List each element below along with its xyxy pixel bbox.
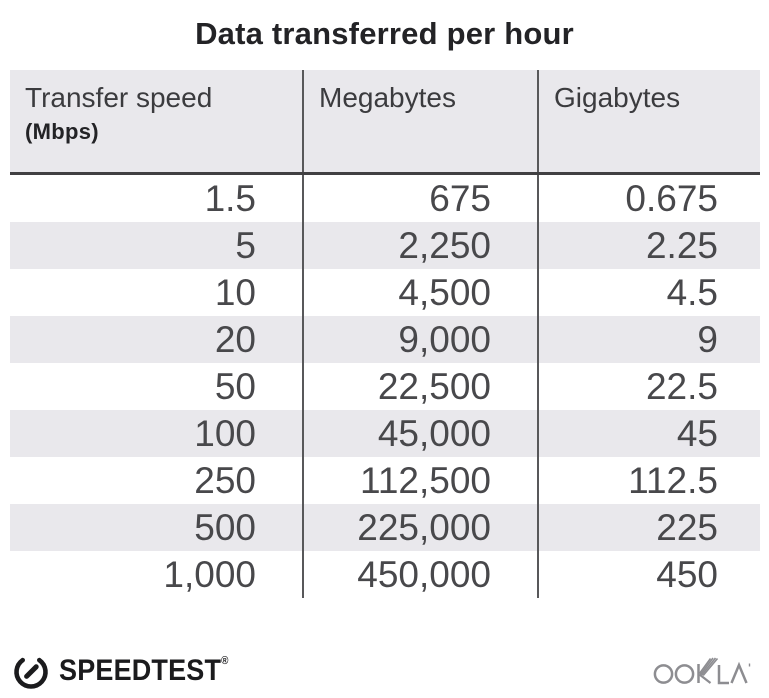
column-header-transfer-speed: Transfer speed (Mbps) (10, 70, 303, 175)
column-header-unit: (Mbps) (25, 119, 99, 144)
column-header-megabytes: Megabytes (302, 70, 538, 175)
footer: SPEEDTEST® (12, 648, 753, 694)
page-title: Data transferred per hour (195, 16, 574, 51)
table-cell: 112,500 (302, 457, 538, 504)
table-cell: 1,000 (163, 553, 256, 595)
table-cell: 22.5 (537, 363, 760, 410)
table-row: 10 4,500 4.5 (10, 269, 760, 316)
table-cell: 225 (537, 504, 760, 551)
table-cell: 1.5 (204, 177, 256, 219)
ookla-letter-l (717, 665, 729, 685)
table-row: 250 112,500 112.5 (10, 457, 760, 504)
table-row: 100 45,000 45 (10, 410, 760, 457)
table-cell: 2.25 (537, 222, 760, 269)
table-cell: 4,500 (302, 269, 538, 316)
table-row: 20 9,000 9 (10, 316, 760, 363)
table-cell: 450 (537, 551, 760, 598)
speedtest-wordmark: SPEEDTEST® (59, 654, 228, 688)
table-cell: 112.5 (537, 457, 760, 504)
column-header-label: Gigabytes (554, 82, 681, 113)
table-cell: 675 (302, 173, 538, 222)
ookla-k-leg (698, 673, 712, 684)
ookla-k-hatching (698, 657, 719, 677)
table-body: 1.5 675 0.675 5 2,250 2.25 10 4,500 4.5 20 9,000 9 5… (10, 173, 760, 598)
table-cell: 0.675 (537, 173, 760, 222)
data-table: Transfer speed (Mbps) Megabytes Gigabyte… (10, 70, 760, 598)
speedtest-label: SPEEDTEST (59, 654, 222, 687)
column-header-label: Transfer speed (25, 82, 213, 113)
column-header-gigabytes: Gigabytes (537, 70, 760, 175)
table-cell: 5 (10, 222, 303, 269)
table-cell: 2,250 (302, 222, 538, 269)
table-row: 500 225,000 225 (10, 504, 760, 551)
table-row: 1,000 450,000 450 (10, 551, 760, 598)
registered-trademark-symbol: ® (221, 655, 229, 667)
table-cell: 50 (214, 365, 256, 407)
table-cell: 450,000 (302, 551, 538, 598)
gauge-needle (24, 664, 39, 679)
table-row: 5 2,250 2.25 (10, 222, 760, 269)
ookla-logo (653, 654, 753, 688)
speedtest-gauge-icon (14, 657, 48, 689)
table-cell: 9,000 (302, 316, 538, 363)
table-cell: 45 (537, 410, 760, 457)
table-row: 50 22,500 22.5 (10, 363, 760, 410)
table-cell: 100 (10, 410, 303, 457)
table-cell: 9 (537, 316, 760, 363)
table-header-row: Transfer speed (Mbps) Megabytes Gigabyte… (10, 70, 760, 175)
speedtest-logo: SPEEDTEST® (12, 652, 247, 690)
table-cell: 20 (10, 316, 303, 363)
table-row: 1.5 675 0.675 (10, 173, 760, 222)
ookla-letter-a (730, 661, 748, 684)
table-header: Transfer speed (Mbps) Megabytes Gigabyte… (10, 70, 760, 175)
table-cell: 10 (214, 271, 256, 313)
table-cell: 250 (194, 459, 256, 501)
table-cell: 4.5 (537, 269, 760, 316)
table-cell: 500 (10, 504, 303, 551)
ookla-letter-o1 (653, 664, 674, 684)
ookla-wordmark-icon (653, 657, 751, 685)
table-cell: 22,500 (302, 363, 538, 410)
table-cell: 225,000 (302, 504, 538, 551)
column-header-label: Megabytes (319, 82, 456, 113)
table-cell: 45,000 (302, 410, 538, 457)
ookla-letter-o2 (674, 664, 695, 684)
